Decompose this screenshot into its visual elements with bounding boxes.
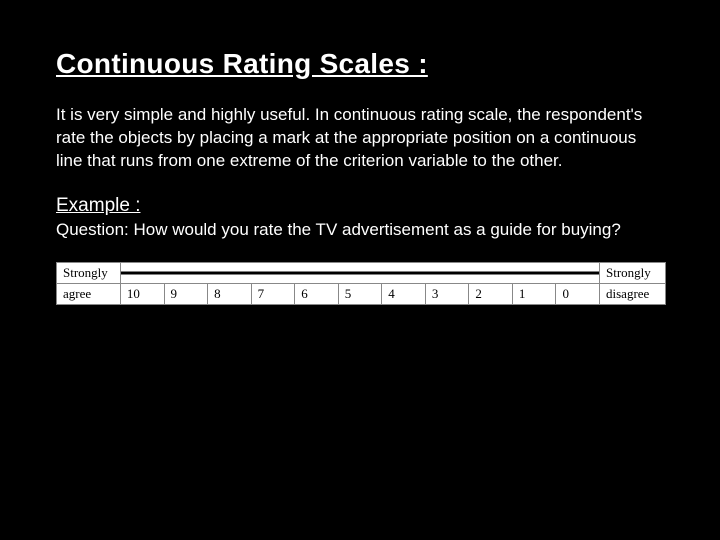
scale-value: 4 bbox=[382, 283, 426, 304]
scale-value: 8 bbox=[208, 283, 252, 304]
scale-value: 5 bbox=[338, 283, 382, 304]
scale-value: 9 bbox=[164, 283, 208, 304]
scale-top-row: Strongly Strongly bbox=[57, 262, 666, 283]
scale-right-bot-label: disagree bbox=[600, 283, 666, 304]
scale-line bbox=[121, 271, 599, 274]
scale-bottom-row: agree 10 9 8 7 6 5 4 3 2 1 0 disagree bbox=[57, 283, 666, 304]
rating-scale-table: Strongly Strongly agree 10 9 8 7 6 5 4 3… bbox=[56, 262, 666, 305]
scale-value: 7 bbox=[251, 283, 295, 304]
question-text: Question: How would you rate the TV adve… bbox=[56, 219, 656, 242]
example-label: Example : bbox=[56, 195, 664, 217]
scale-value: 1 bbox=[512, 283, 556, 304]
scale-value: 6 bbox=[295, 283, 339, 304]
scale-value: 10 bbox=[120, 283, 164, 304]
slide-title: Continuous Rating Scales : bbox=[56, 48, 664, 80]
scale-value: 2 bbox=[469, 283, 513, 304]
scale-left-bot-label: agree bbox=[57, 283, 121, 304]
scale-left-top-label: Strongly bbox=[57, 262, 121, 283]
slide: Continuous Rating Scales : It is very si… bbox=[0, 0, 720, 540]
body-paragraph: It is very simple and highly useful. In … bbox=[56, 104, 656, 173]
scale-right-top-label: Strongly bbox=[600, 262, 666, 283]
scale-value: 3 bbox=[425, 283, 469, 304]
scale-line-cell bbox=[120, 262, 599, 283]
scale-value: 0 bbox=[556, 283, 600, 304]
